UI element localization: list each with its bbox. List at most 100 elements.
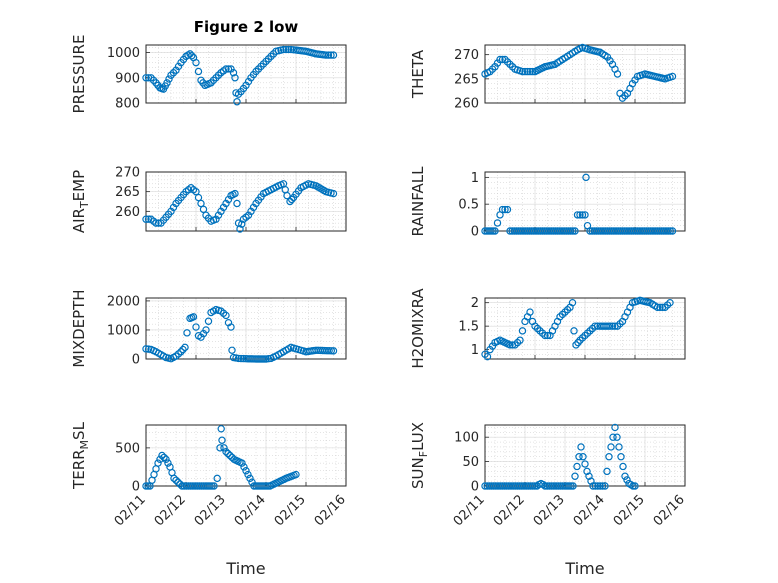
subplot-rainfall: 0 0.5 1 RAINFALL: [409, 166, 686, 240]
data-point: [176, 480, 184, 488]
data-point: [220, 444, 228, 452]
data-point: [188, 52, 196, 60]
y-axis-label: PRESSURE: [70, 35, 88, 114]
data-point: [292, 470, 300, 479]
data-point: [631, 482, 639, 490]
data-point: [204, 317, 213, 325]
data-point: [234, 354, 243, 363]
data-point: [569, 227, 577, 235]
y-tick-label: 0: [471, 480, 479, 495]
data-point: [601, 482, 609, 490]
data-point: [666, 298, 674, 307]
y-tick-label: 260: [454, 97, 479, 112]
data-series: [481, 296, 674, 361]
data-point: [287, 45, 295, 54]
data-point: [194, 67, 203, 76]
y-tick-label: 800: [115, 97, 140, 112]
data-point: [218, 436, 226, 444]
data-point: [594, 482, 602, 490]
data-point: [613, 433, 621, 441]
data-point: [573, 211, 582, 219]
subplot-theta: 260 265 270 THETA: [409, 43, 686, 112]
data-point: [199, 205, 208, 214]
data-point: [142, 74, 150, 82]
data-point: [279, 45, 288, 54]
data-point: [571, 472, 579, 480]
data-point: [582, 173, 590, 182]
y-tick-label: 0.5: [458, 198, 479, 213]
data-point: [222, 311, 230, 320]
data-point: [329, 51, 338, 59]
y-tick-label: 1: [471, 343, 479, 358]
data-point: [483, 352, 492, 361]
data-point: [248, 478, 256, 486]
x-tick-label: 02/14: [232, 492, 269, 529]
data-point: [163, 79, 171, 87]
data-point: [619, 462, 627, 471]
data-point: [615, 443, 623, 451]
data-point: [613, 70, 622, 78]
data-point: [189, 313, 198, 321]
data-point: [226, 451, 234, 460]
data-series: [481, 43, 677, 102]
data-point: [174, 478, 182, 486]
data-point: [192, 323, 200, 331]
y-tick-label: 0: [132, 480, 140, 495]
x-tick-label: 02/15: [272, 492, 309, 529]
data-point: [154, 459, 162, 467]
data-point: [668, 72, 677, 81]
data-point: [237, 354, 245, 363]
axes-frame: [484, 297, 686, 360]
x-tick-label: 02/11: [112, 492, 149, 529]
data-point: [158, 451, 166, 460]
data-point: [284, 45, 293, 54]
data-point: [566, 227, 575, 235]
data-point: [623, 476, 631, 484]
data-point: [598, 482, 607, 490]
data-series: [142, 425, 300, 490]
data-point: [192, 187, 200, 196]
data-point: [202, 326, 210, 334]
data-point: [160, 453, 168, 462]
data-point: [246, 474, 254, 483]
data-point: [179, 345, 187, 354]
data-point: [197, 199, 205, 208]
data-point: [264, 355, 273, 363]
data-point: [603, 467, 611, 476]
data-point: [496, 55, 504, 64]
y-tick-label: 1000: [107, 46, 140, 61]
data-point: [233, 199, 241, 208]
data-point: [664, 227, 672, 235]
data-point: [165, 75, 173, 83]
data-point: [621, 472, 629, 480]
x-tick-label: 02/13: [192, 492, 229, 529]
data-point: [213, 474, 221, 483]
data-point: [142, 345, 150, 353]
data-point: [327, 51, 335, 59]
data-point: [164, 459, 172, 467]
subplot-sun_flux: 0 50 100 02/11 02/12 02/13 02/14 02/15 02/16 SUNF…: [409, 422, 688, 578]
y-axis-label: TERRMSL: [70, 421, 91, 490]
y-tick-label: 260: [115, 205, 140, 220]
data-point: [501, 205, 509, 214]
y-axis-label: AIRTEMP: [70, 170, 91, 233]
data-point: [238, 220, 246, 228]
data-point: [523, 67, 532, 76]
data-series: [142, 305, 338, 363]
data-point: [526, 308, 534, 316]
data-point: [543, 331, 552, 340]
data-point: [591, 322, 599, 330]
data-point: [142, 215, 150, 223]
subplot-mixdepth: 0 1000 2000 MIXDEPTH: [70, 289, 347, 368]
data-point: [581, 460, 589, 468]
y-tick-label: 270: [454, 48, 479, 63]
data-point: [607, 443, 615, 451]
x-tick-label: 02/11: [451, 492, 488, 529]
y-tick-label: 270: [115, 166, 140, 181]
data-point: [144, 345, 153, 353]
data-point: [322, 51, 330, 59]
data-series: [481, 173, 677, 235]
data-point: [194, 193, 203, 202]
x-tick-label: 02/16: [651, 492, 688, 529]
